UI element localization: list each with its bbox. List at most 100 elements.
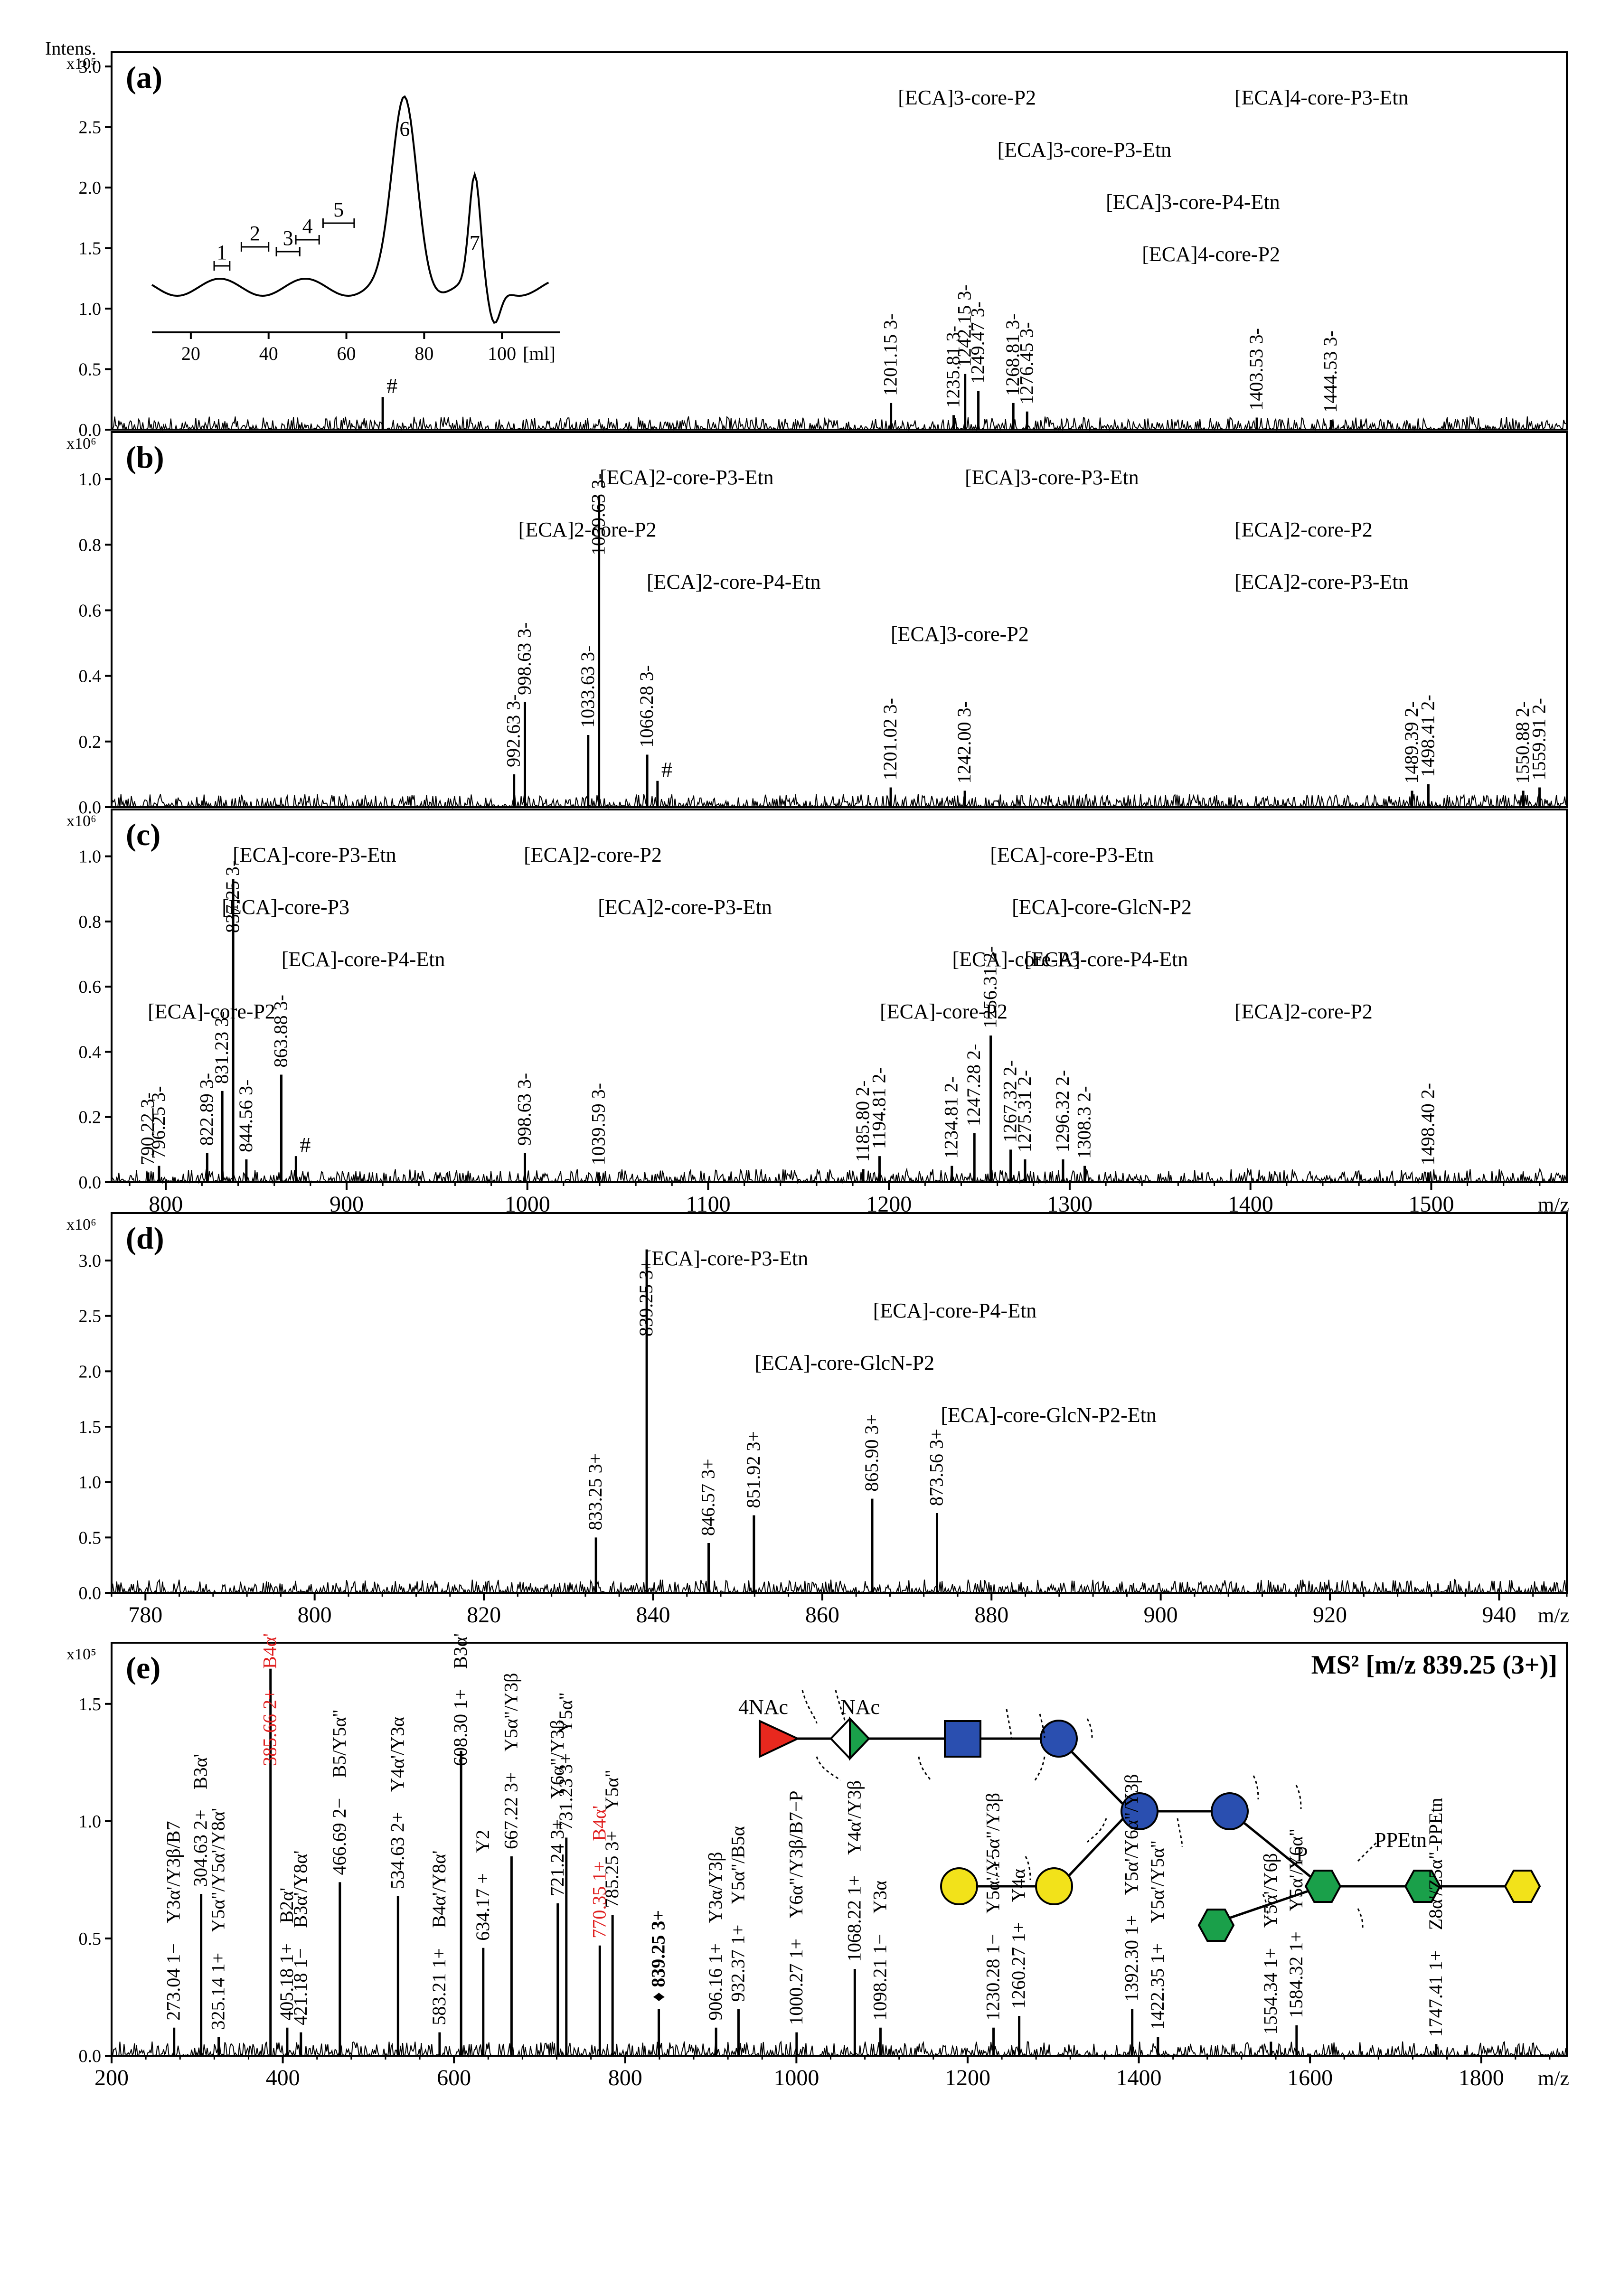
y-tick-label: 2.0 [79,178,102,198]
y-tick-label: 1.5 [79,1694,102,1714]
peak-label: 304.63 2+ [190,1809,211,1887]
peak-label: 790.22 3- [137,1092,158,1165]
peak-label: 785.25 3+ [601,1831,622,1908]
y-tick-label: 1.0 [79,847,102,867]
peak-label: 992.63 3- [503,695,524,767]
panel-label: (e) [126,1651,160,1685]
green-hexagon-residue-3 [1197,1909,1235,1942]
panel-5: (e) x10⁵ 0.0 0.5 1.0 1.5 200 400 600 800 1000 1200 1… [66,1633,1569,2090]
inset-x-label: [ml] [523,343,556,364]
y-tick-label: 0.5 [79,1929,102,1949]
peak-label: 1276.45 3- [1016,322,1037,404]
peak-label: 1422.35 1+ [1147,1943,1168,2030]
x-tick-label: 900 [1144,1602,1178,1628]
annotation-label: [ECA]-core-GlcN-P2 [754,1351,934,1374]
peak-label: 1559.91 2- [1528,698,1550,780]
panel-label: (d) [126,1221,164,1256]
x-tick-label: 400 [266,2065,300,2090]
peak-label: 1249.47 3- [967,301,989,384]
peak-label: 863.88 3- [270,995,291,1067]
peak-label: 770.35 1+ [588,1861,610,1938]
peak-label: 1242.15 3- [954,284,975,367]
y-tick-label: 0.8 [79,912,102,932]
y-tick-label: 0.6 [79,977,102,997]
y-tick-label: 1.0 [79,1812,102,1832]
y-scale-label: x10⁵ [66,55,96,73]
y-tick-label: 0.6 [79,601,102,621]
x-tick-label: 800 [298,1602,332,1628]
ion-label: Y3α/Y3β [705,1852,726,1923]
y-tick-label: 0.5 [79,1528,102,1548]
y-tick-label: 1.0 [79,299,102,319]
annotation-label: [ECA]3-core-P3-Etn [965,466,1139,489]
peak-label: 851.92 3+ [743,1431,764,1508]
inset-tick-label: 40 [259,343,278,364]
annotation-label: [ECA]3-core-P2 [891,622,1029,646]
y-tick-label: 3.0 [79,1251,102,1271]
annotation-label: [ECA]2-core-P2 [1234,1000,1373,1023]
peak-label: 721.24 3+ [546,1819,568,1896]
peak-label: 998.63 3- [513,622,535,695]
peak-label: 405.18 1+ [276,1943,297,2021]
annotation-label: [ECA]-core-P4-Etn [1025,948,1188,971]
ion-label: Y5α'/Y6α" [1285,1828,1307,1911]
annotation-label: [ECA]2-core-P2 [518,518,657,541]
ion-label: Z8α'/Z5α"-PPEtn [1425,1797,1446,1930]
ion-label: Y5α"/B5α [727,1826,748,1904]
annotation-label: [ECA]2-core-P3-Etn [598,895,772,919]
peak-label: 325.14 1+ [207,1953,229,2030]
x-tick-label: 920 [1313,1602,1347,1628]
x-tick-label: 840 [636,1602,670,1628]
y-tick-label: 0.4 [79,667,102,687]
peak-label: 731.23 3+ [555,1753,576,1831]
peak-label: 1554.34 1+ [1260,1948,1281,2035]
y-tick-label: 1.5 [79,1417,102,1437]
annotation-label: [ECA]3-core-P3-Etn [998,138,1172,161]
y-tick-label: 1.0 [79,470,102,489]
annotation-label: [ECA]-core-GlcN-P2-Etn [941,1403,1157,1427]
y-tick-label: 0.5 [79,360,102,380]
peak-label: 1242.00 3- [953,701,975,783]
peak-label: ♦ 839.25 3+ [648,1910,669,2002]
y-scale-label: x10⁶ [66,812,96,830]
peak-label: 865.90 3+ [861,1414,882,1492]
chromatogram-inset: 20 40 60 80 100 [ml] 12 345 6 7 [151,95,560,364]
fraction-label: 3 [283,226,293,250]
peak-label: 837.25 3- [222,860,243,933]
peak-label: 1234.81 2- [941,1076,962,1158]
y-tick-label: 0.8 [79,535,102,555]
spectrum-baseline [111,415,1567,432]
glycan-structure [759,1690,1541,1942]
annotation-label: [ECA]-core-P3-Etn [645,1247,809,1270]
ion-label: Y3α'/Y3β/B7 [163,1821,184,1923]
peak-label: 1256.31 2- [980,946,1001,1028]
peak-label: 1068.22 1+ [843,1875,865,1962]
peak-label: 634.17 + [472,1873,493,1941]
blue-circle-residue-2 [1121,1792,1158,1830]
y-tick-label: 1.0 [79,1473,102,1493]
peak-label: 1498.41 2- [1417,695,1438,777]
fraction-label: 7 [470,231,480,254]
peak-label: 822.89 3- [196,1073,217,1146]
peak-label: 796.25 3- [148,1086,169,1158]
y-axis-label: Intens. [45,38,96,59]
ion-label: Y4α [1008,1869,1029,1902]
peak-label: 1275.31 2- [1014,1070,1035,1152]
ion-label: B4α' [259,1633,281,1669]
x-axis-label: m/z [1538,1604,1569,1627]
x-tick-label: 1600 [1287,2065,1333,2090]
peak-label: 667.22 3+ [500,1772,521,1849]
y-tick-label: 1.5 [79,239,102,259]
annotation-label: [ECA]4-core-P3-Etn [1234,86,1409,109]
annotation-label: [ECA]-core-P3-Etn [233,843,396,866]
peak-label: 1268.81 3- [1002,314,1023,396]
ion-label: Y6α"/Y3β/B7−P [785,1790,807,1918]
glycan-label-4nac: 4NAc [738,1695,788,1719]
fraction-label: 1 [217,241,227,264]
green-hexagon-residue-1 [1304,1870,1342,1903]
peak-label: # [300,1133,311,1157]
x-tick-label: 800 [608,2065,642,2090]
peak-label: 1033.63 3- [577,646,598,728]
peak-label: 1194.81 2- [868,1067,889,1149]
